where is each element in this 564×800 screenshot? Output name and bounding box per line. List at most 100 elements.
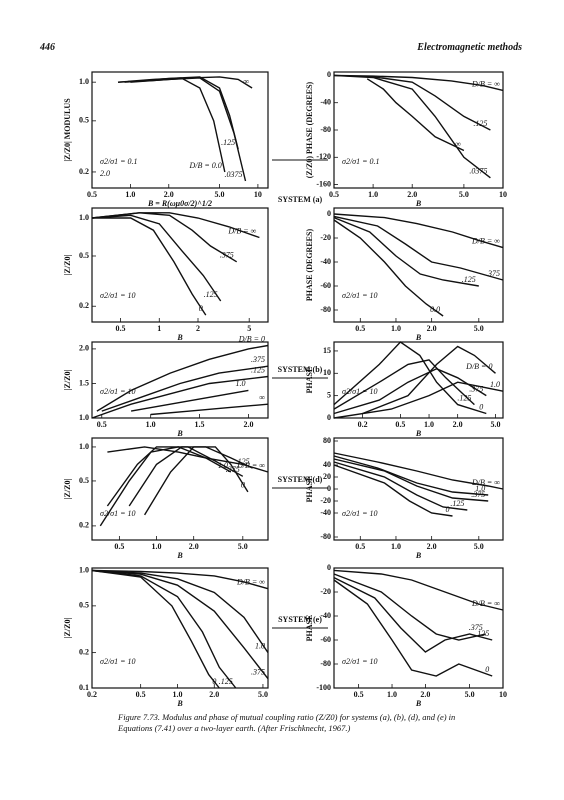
curve-label: .125 (236, 457, 250, 466)
curve-label: ∞ (455, 139, 461, 148)
curve (91, 569, 269, 590)
curve (333, 216, 479, 287)
x-axis-label: B = R(ωμ0σ/2)^1/2 (147, 199, 212, 208)
y-tick-label: 0 (327, 70, 331, 79)
y-tick-label: 2.0 (79, 344, 89, 353)
curve-label: D/B = ∞ (236, 578, 265, 587)
curve-label: D/B = 0 (238, 334, 265, 343)
x-axis-label: B (176, 333, 183, 342)
x-tick-label: 2.0 (189, 542, 199, 551)
curve-label: 0 (241, 481, 245, 490)
curve-label: D/B = ∞ (471, 478, 500, 487)
x-tick-label: 1 (157, 324, 161, 333)
curve (333, 452, 504, 490)
x-tick-label: 1.0 (152, 542, 162, 551)
curve (333, 381, 504, 419)
curve-label: D/B = ∞ (227, 226, 256, 235)
x-tick-label: 0.5 (354, 690, 364, 699)
x-tick-label: 1.0 (125, 190, 135, 199)
curve-label: .375 (220, 251, 234, 260)
curve (91, 569, 269, 653)
system-d: SYSTEM (d) (272, 475, 328, 489)
x-tick-label: 0.5 (97, 420, 107, 429)
x-tick-label: 5.0 (215, 190, 225, 199)
curve-label: .125 (473, 119, 487, 128)
curve-label: 1.0 (255, 641, 265, 650)
y-tick-label: -80 (320, 659, 331, 668)
x-tick-label: 1.0 (391, 324, 401, 333)
annotation: σ2/σ1 = 10 (342, 291, 378, 300)
y-tick-label: 80 (323, 436, 331, 445)
curve-label: 1.0 (490, 380, 500, 389)
x-tick-label: 10 (499, 190, 507, 199)
y-tick-label: 0 (327, 209, 331, 218)
y-axis-label: |Z/Z0| (63, 479, 72, 500)
y-axis-label: PHASE (305, 476, 314, 503)
curve (91, 214, 222, 302)
curve (124, 76, 239, 150)
x-tick-label: 2.0 (427, 324, 437, 333)
curve (130, 77, 247, 182)
plot-frame (91, 567, 269, 689)
x-tick-label: 5.0 (474, 324, 484, 333)
y-tick-label: -20 (320, 587, 331, 596)
y-tick-label: -20 (320, 233, 331, 242)
curve (333, 461, 468, 511)
curve (101, 365, 269, 412)
y-tick-label: -20 (320, 496, 331, 505)
curve (150, 403, 269, 416)
curve (333, 215, 504, 281)
curve (333, 359, 475, 410)
running-title: Electromagnetic methods (417, 42, 522, 53)
y-tick-label: -80 (320, 305, 331, 314)
plot-frame (333, 341, 504, 419)
curve-label: 0 (199, 304, 203, 313)
curve-label: D/B = ∞ (471, 236, 500, 245)
chart: 0.5 1.0 2.0 5.01.00.50.2B|Z/Z0|σ2/σ1 = 101.… (63, 437, 269, 560)
curve-label: .125 (204, 290, 218, 299)
y-tick-label: 1.0 (79, 213, 89, 222)
curve-label: .375 (226, 465, 240, 474)
curve-label: D/B = 0.0 (188, 161, 221, 170)
x-axis-label: B (415, 429, 422, 438)
annotation: σ2/σ1 = 10 (342, 509, 378, 518)
curve (91, 212, 238, 263)
curve (333, 458, 489, 502)
plot-frame (91, 71, 269, 189)
curve (333, 368, 487, 415)
system-label: SYSTEM (e) (278, 615, 322, 624)
x-tick-label: 0.5 (395, 420, 405, 429)
y-axis-label: PHASE (305, 615, 314, 642)
x-tick-label: 5.0 (465, 690, 475, 699)
y-tick-label: 1.5 (79, 378, 89, 387)
curve-label: .0375 (469, 167, 487, 176)
curve-label: .375 (471, 490, 485, 499)
y-tick-label: 5 (327, 390, 331, 399)
x-axis-label: B (176, 699, 183, 708)
y-tick-label: -120 (316, 152, 331, 161)
x-tick-label: 1.5 (195, 420, 205, 429)
annotation: 2.0 (100, 169, 110, 178)
curve-label: D/B = ∞ (471, 79, 500, 88)
curve-label: .125 (450, 499, 464, 508)
plot-frame (91, 341, 269, 419)
x-tick-label: 1.0 (387, 690, 397, 699)
system-label: SYSTEM (b) (278, 365, 323, 374)
y-tick-label: 0.2 (79, 647, 89, 656)
curve-label: D/B = ∞ (471, 599, 500, 608)
curve-label: .125 (457, 393, 471, 402)
curve-label: 0 (485, 665, 489, 674)
y-tick-label: -100 (316, 683, 331, 692)
y-tick-label: -60 (320, 281, 331, 290)
curve (107, 446, 269, 473)
x-tick-label: 0.2 (87, 690, 97, 699)
curve-label: ∞ (259, 393, 265, 402)
chart: 0.5 1.0 2.0 5.0 10 0 -20 -40 -60 -80 -100 B PHASE σ2/… (305, 563, 507, 708)
y-tick-label: -40 (320, 98, 331, 107)
curve-label: .125 (475, 629, 489, 638)
curve-label: 0 (446, 505, 450, 514)
y-tick-label: 0 (327, 413, 331, 422)
curve-label: .125 (251, 365, 265, 374)
y-tick-label: 1.0 (79, 565, 89, 574)
